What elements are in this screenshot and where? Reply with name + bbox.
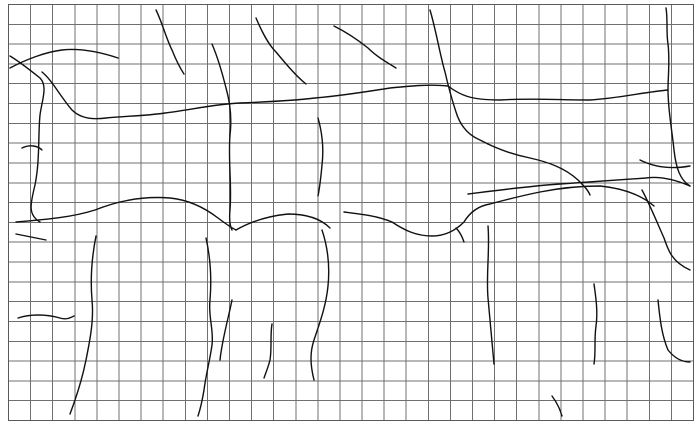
grid-lines (8, 4, 694, 421)
crack-line (9, 48, 119, 69)
crack-line (641, 189, 691, 271)
crack-line (197, 237, 214, 417)
crack-line (593, 283, 598, 365)
crack-line (343, 185, 655, 237)
crack-line (235, 213, 331, 231)
crack-line (15, 196, 237, 231)
crack-line (447, 85, 669, 101)
crack-line (310, 229, 330, 381)
crack-line (665, 7, 691, 187)
crack-line (551, 395, 563, 417)
crack-lines (9, 7, 691, 417)
crack-line (15, 233, 47, 241)
crack-line (263, 323, 273, 379)
crack-line (317, 117, 324, 197)
crack-line (486, 225, 495, 365)
crack-line (429, 9, 591, 196)
crack-line (657, 299, 691, 363)
crack-line (255, 17, 307, 85)
figure-frame (8, 4, 694, 421)
crack-line (9, 55, 45, 223)
crack-line (155, 9, 185, 75)
crack-line (467, 176, 691, 195)
crack-line (211, 43, 233, 231)
crack-line (21, 145, 43, 151)
crack-line (69, 235, 97, 415)
crack-line (17, 314, 75, 320)
crack-line (41, 71, 449, 120)
crack-line (639, 159, 691, 169)
crack-line (333, 25, 397, 69)
crack-line (455, 227, 465, 243)
crack-line (219, 299, 233, 361)
